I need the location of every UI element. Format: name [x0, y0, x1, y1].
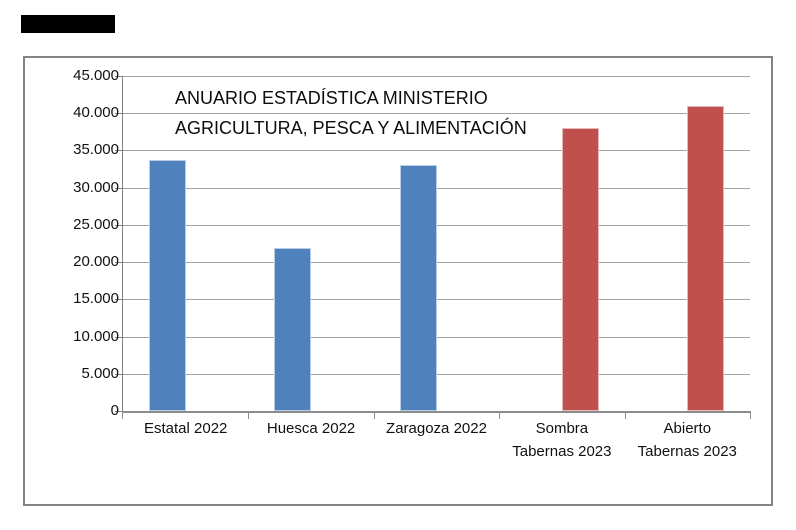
gridline — [123, 299, 750, 301]
x-axis-label-line: Huesca 2022 — [266, 420, 356, 437]
x-axis-label-line: Sombra — [535, 420, 589, 437]
redaction-box — [21, 15, 115, 33]
y-axis-label: 40.000 — [73, 104, 119, 122]
chart: ANUARIO ESTADÍSTICA MINISTERIO AGRICULTU… — [23, 56, 773, 506]
chart-title: ANUARIO ESTADÍSTICA MINISTERIO AGRICULTU… — [175, 83, 527, 143]
bar-estatal-2022 — [148, 160, 186, 411]
x-axis-tick — [499, 413, 501, 419]
plot-area: ANUARIO ESTADÍSTICA MINISTERIO AGRICULTU… — [115, 76, 751, 419]
y-axis-tick — [115, 336, 122, 338]
y-axis-tick — [115, 224, 122, 226]
x-axis-label: Sombra Tabernas 2023 — [499, 417, 624, 463]
x-axis-label-line: Tabernas 2023 — [512, 443, 612, 460]
chart-title-line-1: ANUARIO ESTADÍSTICA MINISTERIO — [175, 88, 488, 108]
y-axis-label: 5.000 — [81, 364, 119, 382]
x-axis-label: Huesca 2022 — [248, 417, 373, 440]
gridline — [123, 113, 750, 115]
gridline — [123, 224, 750, 226]
gridline — [123, 150, 750, 152]
y-axis-tick — [115, 262, 122, 264]
y-axis-tick — [115, 76, 122, 77]
x-axis-tick — [122, 413, 123, 419]
gridline — [123, 262, 750, 264]
y-axis-label: 35.000 — [73, 141, 119, 159]
x-axis-label: Estatal 2022 — [123, 417, 248, 440]
y-axis-label: 20.000 — [73, 253, 119, 271]
x-axis-label-line: Zaragoza 2022 — [386, 420, 487, 437]
x-axis-label: Zaragoza 2022 — [374, 417, 499, 440]
y-axis-line — [122, 76, 123, 411]
y-axis-tick — [115, 373, 122, 375]
bar-huesca-2022 — [274, 247, 312, 411]
y-axis-label: 30.000 — [73, 178, 119, 196]
y-axis-label: 0 — [110, 402, 119, 419]
x-axis-label-line: Estatal 2022 — [143, 420, 228, 437]
y-axis-tick — [115, 411, 122, 412]
bar-zaragoza-2022 — [399, 165, 437, 411]
y-axis-label: 25.000 — [73, 215, 119, 233]
x-axis-label-line: Tabernas 2023 — [637, 443, 737, 460]
x-axis-tick — [373, 413, 375, 419]
gridline — [123, 187, 750, 189]
y-axis-tick — [115, 187, 122, 189]
x-axis-tick — [624, 413, 626, 419]
x-axis-line — [122, 411, 751, 413]
gridline — [123, 336, 750, 338]
x-axis-label: Abierto Tabernas 2023 — [625, 417, 750, 463]
y-axis-tick — [115, 113, 122, 115]
y-axis-label: 45.000 — [73, 67, 119, 84]
x-axis-tick — [248, 413, 250, 419]
x-axis-label-line: Abierto — [663, 420, 712, 437]
y-axis-label: 15.000 — [73, 290, 119, 308]
y-axis-tick — [115, 150, 122, 152]
y-axis-tick — [115, 299, 122, 301]
y-axis-label: 10.000 — [73, 327, 119, 345]
x-axis-tick — [750, 413, 751, 419]
bar-abierto-tabernas-2023 — [687, 105, 725, 411]
gridline — [123, 373, 750, 375]
gridline — [123, 76, 750, 77]
bar-sombra-tabernas-2023 — [561, 128, 599, 411]
chart-title-line-2: AGRICULTURA, PESCA Y ALIMENTACIÓN — [175, 118, 527, 138]
